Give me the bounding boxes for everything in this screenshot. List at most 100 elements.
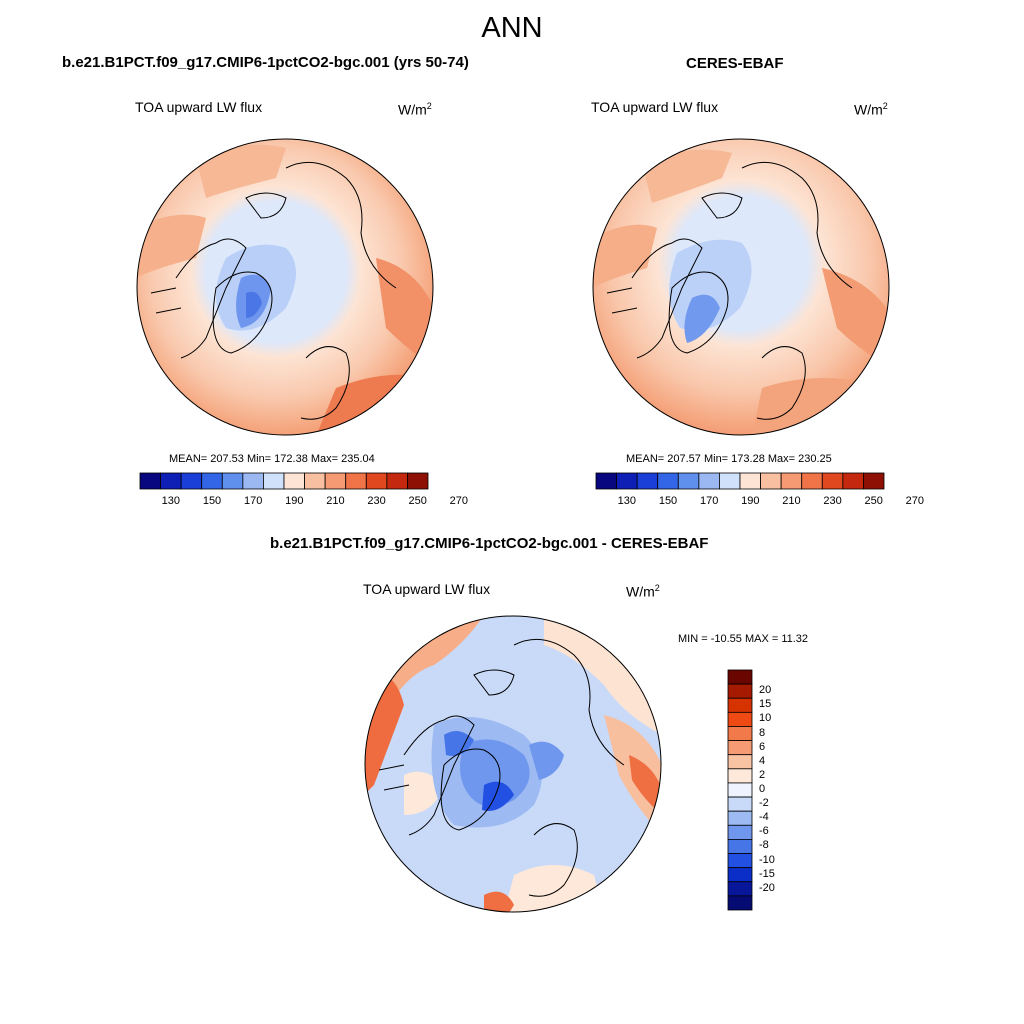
colorbar-swatch-diff (727, 796, 753, 812)
colorbar-tick-label: 230 (823, 495, 842, 507)
colorbar-ticks-obs: 130 150 170 190 210 230 250 270 (596, 495, 924, 509)
colorbar-level-label: -6 (759, 825, 769, 838)
colorbar-swatch-obs (595, 472, 617, 490)
colorbar-level-label: 10 (759, 712, 772, 725)
units-label-diff: W/m2 (626, 583, 660, 600)
colorbar-swatch-diff (727, 881, 753, 897)
colorbar-swatch-obs (636, 472, 659, 490)
colorbar-level-label: -20 (759, 881, 775, 894)
colorbar-swatch-diff (727, 754, 753, 770)
colorbar-level-label: 2 (759, 768, 766, 781)
colorbar-tick-label: 130 (161, 495, 181, 507)
colorbar-swatch-obs (657, 472, 679, 490)
figure-title: ANN (481, 12, 543, 44)
coastlines-diff (378, 638, 625, 897)
colorbar-swatch-obs (821, 472, 844, 490)
colorbar-swatch-model (160, 472, 182, 490)
colorbar-swatch-obs (780, 472, 803, 490)
colorbar-tick-label: 210 (782, 495, 801, 507)
panel-title-obs: CERES-EBAF (686, 55, 784, 72)
colorbar-labels-diff: 20 15 10 8 6 4 2 0 -2 -4 -6 -8 -10 -15 -20 (759, 670, 789, 910)
stats-obs: MEAN= 207.57 Min= 173.28 Max= 230.25 (626, 453, 832, 465)
variable-label-model: TOA upward LW flux (135, 99, 263, 115)
colorbar-tick-label: 250 (864, 495, 883, 507)
map-border-obs (592, 138, 890, 436)
colorbar-swatch-obs (863, 472, 885, 490)
colorbar-swatch-model (407, 472, 429, 490)
colorbar-tick-label: 150 (658, 495, 678, 507)
colorbar-swatch-diff (727, 824, 753, 840)
stats-model: MEAN= 207.53 Min= 172.38 Max= 235.04 (169, 453, 375, 465)
colorbar-tick-label: 270 (905, 495, 925, 507)
coastlines-model (150, 161, 397, 420)
colorbar-swatch-model (139, 472, 161, 490)
colorbar-swatch-diff (727, 768, 753, 784)
colorbar-ticks-model: 130 150 170 190 210 230 250 270 (140, 495, 468, 509)
colorbar-swatch-diff (727, 683, 753, 699)
colorbar-swatch-model (180, 472, 203, 490)
colorbar-level-label: -4 (759, 811, 769, 824)
polar-map-obs (592, 138, 890, 436)
colorbar-level-label: 4 (759, 754, 766, 767)
colorbar-swatch-obs (677, 472, 700, 490)
colorbar-swatch-diff (727, 782, 753, 798)
colorbar-tick-label: 130 (617, 495, 637, 507)
map-field-model (137, 139, 433, 435)
stats-diff: MIN = -10.55 MAX = 11.32 (678, 633, 809, 645)
colorbar-swatch-diff (727, 697, 753, 713)
colorbar-level-label: -2 (759, 797, 769, 810)
colorbar-level-label: 0 (759, 783, 766, 795)
colorbar-swatch-model (324, 472, 347, 490)
colorbar-tick-label: 170 (243, 495, 263, 507)
map-border-model (136, 138, 434, 436)
variable-label-obs: TOA upward LW flux (591, 99, 719, 115)
colorbar-swatch-model (345, 472, 367, 490)
colorbar-level-label: 8 (759, 726, 766, 739)
colorbar-swatch-model (221, 472, 244, 490)
polar-map-model (136, 138, 434, 436)
colorbar-swatch-obs (801, 472, 823, 490)
variable-label-diff: TOA upward LW flux (363, 581, 491, 597)
colorbar-swatch-model (201, 472, 223, 490)
colorbar-model (139, 472, 429, 490)
colorbar-tick-label: 210 (326, 495, 345, 507)
units-label-obs: W/m2 (854, 101, 888, 118)
colorbar-level-label: -15 (759, 867, 775, 880)
polar-map-diff (364, 615, 662, 913)
colorbar-tick-label: 270 (449, 495, 469, 507)
colorbar-swatch-diff (727, 726, 753, 741)
colorbar-swatch-model (365, 472, 388, 490)
panel-title-diff: b.e21.B1PCT.f09_g17.CMIP6-1pctCO2-bgc.00… (270, 535, 709, 552)
colorbar-swatch-diff (727, 810, 753, 826)
colorbar-swatch-diff (727, 853, 753, 869)
colorbar-tick-label: 190 (741, 495, 760, 507)
colorbar-swatch-obs (616, 472, 638, 490)
colorbar-swatch-obs (760, 472, 782, 490)
panel-title-model: b.e21.B1PCT.f09_g17.CMIP6-1pctCO2-bgc.00… (62, 54, 469, 71)
colorbar-tick-label: 230 (367, 495, 386, 507)
colorbar-swatch-model (386, 472, 408, 490)
colorbar-swatch-obs (719, 472, 741, 490)
colorbar-tick-label: 190 (285, 495, 304, 507)
colorbar-swatch-model (263, 472, 285, 490)
colorbar-swatch-diff (727, 740, 753, 756)
colorbar-level-label: 15 (759, 698, 772, 711)
colorbar-tick-label: 150 (202, 495, 222, 507)
colorbar-swatch-obs (842, 472, 864, 490)
colorbar-swatch-diff (727, 711, 753, 727)
colorbar-swatch-model (242, 472, 264, 490)
colorbar-swatch-obs (698, 472, 720, 490)
colorbar-level-label: 6 (759, 740, 766, 753)
colorbar-swatch-obs (739, 472, 761, 490)
colorbar-swatch-model (304, 472, 326, 490)
colorbar-swatch-diff (727, 867, 753, 883)
map-border-diff (364, 615, 662, 913)
colorbar-level-label: -8 (759, 839, 769, 852)
colorbar-diff (727, 669, 753, 911)
colorbar-level-label: -10 (759, 853, 775, 866)
colorbar-swatch-diff (727, 895, 753, 911)
colorbar-swatch-diff (727, 839, 753, 854)
colorbar-swatch-diff (727, 669, 753, 685)
units-label-model: W/m2 (398, 101, 432, 118)
colorbar-swatch-model (283, 472, 305, 490)
